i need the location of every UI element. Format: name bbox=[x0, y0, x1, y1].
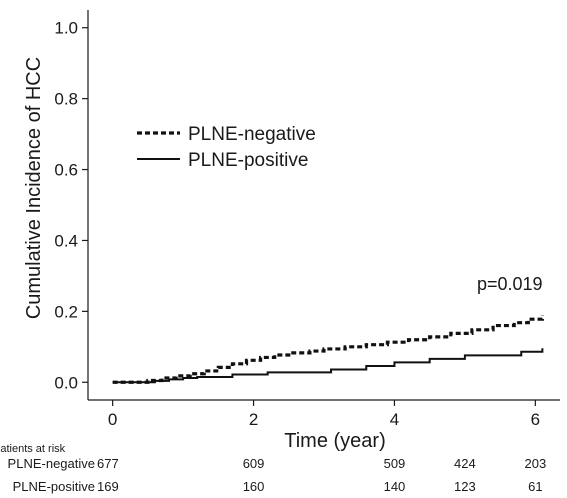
x-tick-label: 6 bbox=[531, 410, 540, 429]
risk-cell: 169 bbox=[97, 479, 119, 494]
risk-cell: 424 bbox=[454, 456, 476, 471]
risk-row-label: PLNE-negative bbox=[8, 456, 95, 471]
p-value-annotation: p=0.019 bbox=[477, 274, 543, 294]
risk-cell: 140 bbox=[384, 479, 406, 494]
x-tick-label: 0 bbox=[108, 410, 117, 429]
risk-cell: 123 bbox=[454, 479, 476, 494]
risk-table-rows: PLNE-negative 677 609 509 424 203 PLNE-positiv… bbox=[8, 456, 547, 494]
legend-label-plne-negative: PLNE-negative bbox=[188, 124, 316, 145]
series-line-plne-positive bbox=[112, 348, 544, 384]
x-tick-label: 2 bbox=[249, 410, 258, 429]
y-axis-ticks: 0.0 0.2 0.4 0.6 0.8 1.0 bbox=[54, 19, 88, 392]
series-lines bbox=[112, 315, 544, 384]
legend: PLNE-negative PLNE-positive bbox=[137, 124, 316, 171]
risk-cell: 609 bbox=[243, 456, 265, 471]
y-axis-title: Cumulative Incidence of HCC bbox=[23, 57, 45, 319]
risk-cell: 203 bbox=[524, 456, 546, 471]
risk-table: Patients at risk PLNE-negative 677 609 509 4… bbox=[0, 443, 546, 494]
x-tick-label: 4 bbox=[390, 410, 399, 429]
x-axis-title: Time (year) bbox=[284, 430, 385, 452]
y-tick-label: 0.0 bbox=[54, 373, 78, 392]
risk-cell: 61 bbox=[528, 479, 542, 494]
y-tick-label: 0.2 bbox=[54, 302, 78, 321]
y-tick-label: 0.4 bbox=[54, 231, 78, 250]
x-axis-ticks: 0 2 4 6 bbox=[108, 400, 540, 429]
legend-label-plne-positive: PLNE-positive bbox=[188, 150, 308, 171]
series-line-plne-negative bbox=[112, 315, 544, 384]
y-tick-label: 0.6 bbox=[54, 161, 78, 180]
risk-cell: 677 bbox=[97, 456, 119, 471]
y-tick-label: 1.0 bbox=[54, 19, 78, 38]
y-tick-label: 0.8 bbox=[54, 90, 78, 109]
risk-row-label: PLNE-positive bbox=[13, 479, 95, 494]
risk-cell: 160 bbox=[243, 479, 265, 494]
risk-table-title: Patients at risk bbox=[0, 443, 66, 455]
risk-cell: 509 bbox=[384, 456, 406, 471]
